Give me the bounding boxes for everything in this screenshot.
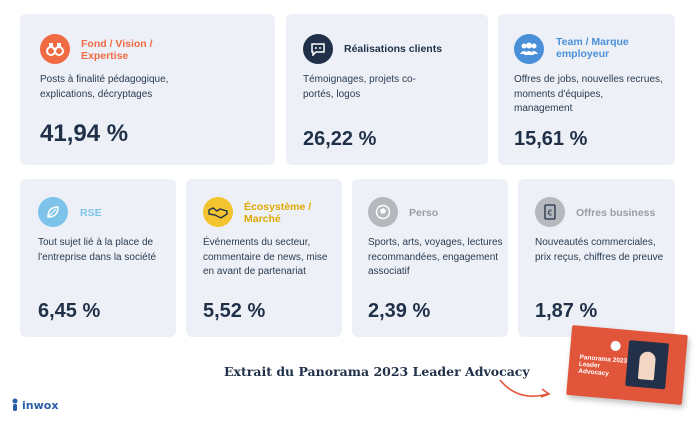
handshake-icon	[203, 197, 233, 227]
card-realisations-clients: Réalisations clients Témoignages, projet…	[286, 14, 488, 165]
report-cover-person	[637, 351, 657, 381]
card-percentage: 1,87 %	[535, 300, 598, 322]
report-badge	[610, 340, 622, 352]
panorama-report-cover[interactable]: Panorama 2023 Leader Advocacy	[566, 325, 688, 405]
leaf-icon	[38, 197, 68, 227]
card-fond-vision: Fond / Vision / Expertise Posts à finali…	[20, 14, 275, 165]
card-percentage: 26,22 %	[303, 128, 377, 150]
card-title: Écosystème / Marché	[244, 201, 312, 225]
card-perso: Perso Sports, arts, voyages, lectures re…	[352, 179, 508, 337]
card-title: Perso	[409, 207, 439, 219]
card-description: Sports, arts, voyages, lectures recomman…	[368, 237, 503, 277]
card-ecosysteme-marche: Écosystème / Marché Événements du secteu…	[186, 179, 342, 337]
svg-text:€: €	[547, 209, 552, 218]
card-description: Posts à finalité pédagogique, explicatio…	[40, 74, 169, 100]
card-title: Team / Marque employeur	[556, 36, 629, 60]
card-title: Fond / Vision / Expertise	[81, 38, 153, 62]
team-icon	[514, 34, 544, 64]
card-description: Offres de jobs, nouvelles recrues, momen…	[514, 74, 663, 114]
card-percentage: 15,61 %	[514, 128, 588, 150]
report-cover-title: Panorama 2023 Leader Advocacy	[577, 353, 628, 378]
card-title: RSE	[80, 207, 102, 219]
inwox-logo-icon	[12, 398, 18, 411]
card-percentage: 5,52 %	[203, 300, 266, 322]
card-description: Témoignages, projets co-portés, logos	[303, 74, 416, 100]
speech-bubble-icon	[303, 34, 333, 64]
ball-icon	[368, 197, 398, 227]
card-description: Nouveautés commerciales, prix reçus, chi…	[535, 237, 664, 263]
card-description: Tout sujet lié à la place de l'entrepris…	[38, 237, 157, 263]
inwox-logo: inwox	[10, 398, 58, 412]
card-percentage: 6,45 %	[38, 300, 101, 322]
money-icon: €	[535, 197, 565, 227]
panorama-caption: Extrait du Panorama 2023 Leader Advocacy	[224, 364, 530, 379]
logo-text: inwox	[22, 398, 59, 412]
card-percentage: 41,94 %	[40, 120, 129, 147]
card-title: Réalisations clients	[344, 43, 443, 55]
card-rse: RSE Tout sujet lié à la place de l'entre…	[20, 179, 176, 337]
curved-arrow-icon	[499, 379, 551, 398]
card-percentage: 2,39 %	[368, 300, 431, 322]
card-team-marque-employeur: Team / Marque employeur Offres de jobs, …	[498, 14, 675, 165]
card-title: Offres business	[576, 207, 656, 219]
card-description: Événements du secteur, commentaire de ne…	[203, 237, 328, 277]
binoculars-icon	[40, 34, 70, 64]
card-offres-business: € Offres business Nouveautés commerciale…	[518, 179, 675, 337]
